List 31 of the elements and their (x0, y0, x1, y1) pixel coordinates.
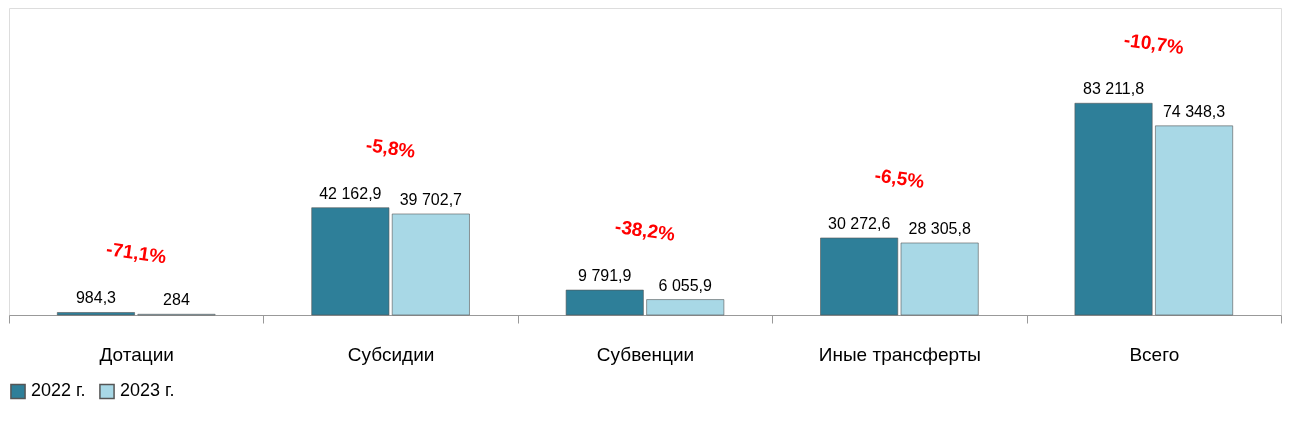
x-tick-label: Иные трансферты (818, 343, 981, 365)
legend-label: 2023 г. (120, 380, 175, 401)
x-tick-label: Субсидии (347, 343, 435, 365)
bar (900, 242, 979, 316)
x-tick-label: Всего (1129, 343, 1180, 365)
bar (565, 289, 644, 316)
annotation: -38,2% (613, 215, 677, 245)
data-label: 39 702,7 (399, 190, 463, 208)
data-label: 42 162,9 (319, 184, 382, 202)
bar (1074, 102, 1153, 316)
data-label: 984,3 (75, 289, 117, 307)
x-tick-label: Субвенции (596, 343, 695, 365)
data-label: 30 272,6 (828, 214, 891, 232)
bar (1155, 125, 1233, 316)
text: -10,7% (1122, 28, 1186, 59)
bar (646, 299, 725, 316)
bar (311, 207, 390, 316)
data-label: 28 305,8 (908, 219, 971, 237)
data-label: 6 055,9 (658, 276, 713, 294)
bar (820, 237, 899, 316)
data-label: 74 348,3 (1162, 102, 1226, 120)
bar (391, 213, 470, 316)
legend-label: 2022 г. (31, 380, 86, 401)
data-label: 284 (163, 291, 190, 309)
bar (57, 312, 135, 316)
annotation: -71,1% (105, 238, 168, 268)
annotation: -6,5% (873, 164, 926, 193)
annotation: -5,8% (364, 134, 417, 162)
data-label: 9 791,9 (578, 267, 632, 285)
data-label: 83 211,8 (1083, 80, 1145, 98)
x-tick-label: Дотации (99, 343, 174, 365)
